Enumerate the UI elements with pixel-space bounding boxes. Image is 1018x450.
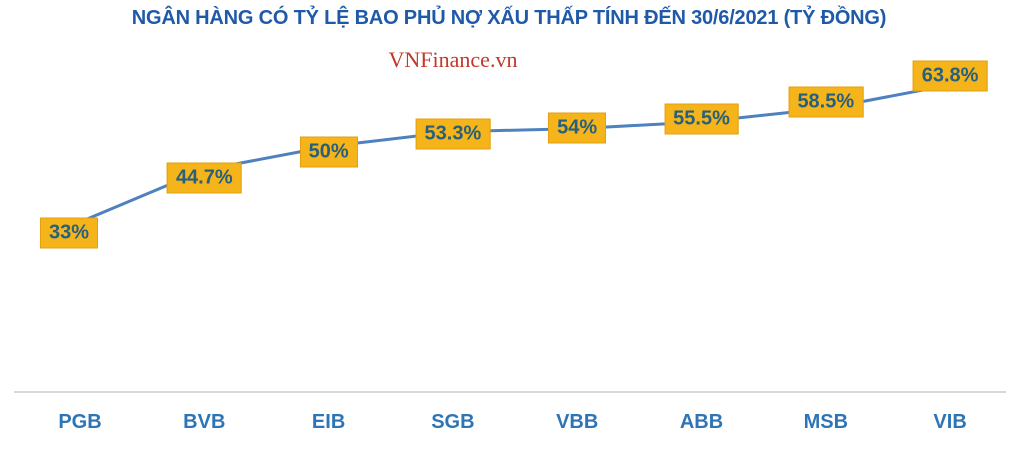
data-label-EIB: 50% — [299, 136, 358, 168]
x-axis-label-VIB: VIB — [933, 411, 967, 433]
x-axis-label-EIB: EIB — [311, 411, 346, 433]
data-label-BVB: 44.7% — [166, 162, 242, 194]
data-label-MSB: 58.5% — [788, 86, 864, 118]
x-axis-label-VBB: VBB — [556, 411, 599, 433]
data-label-SGB: 53.3% — [415, 118, 491, 150]
x-axis-label-BVB: BVB — [183, 411, 226, 433]
x-axis-label-MSB: MSB — [803, 411, 849, 433]
chart-title: NGÂN HÀNG CÓ TỶ LỆ BAO PHỦ NỢ XẤU THẤP T… — [131, 7, 887, 29]
data-label-VBB: 54% — [548, 112, 607, 144]
watermark: VNFinance.vn — [388, 47, 518, 72]
x-axis-label-ABB: ABB — [679, 411, 724, 433]
x-axis-label-SGB: SGB — [431, 411, 475, 433]
data-label-ABB: 55.5% — [664, 103, 739, 135]
x-axis-label-PGB: PGB — [58, 411, 102, 433]
data-label-PGB: 33% — [39, 217, 99, 249]
data-label-VIB: 63.8% — [912, 60, 988, 92]
